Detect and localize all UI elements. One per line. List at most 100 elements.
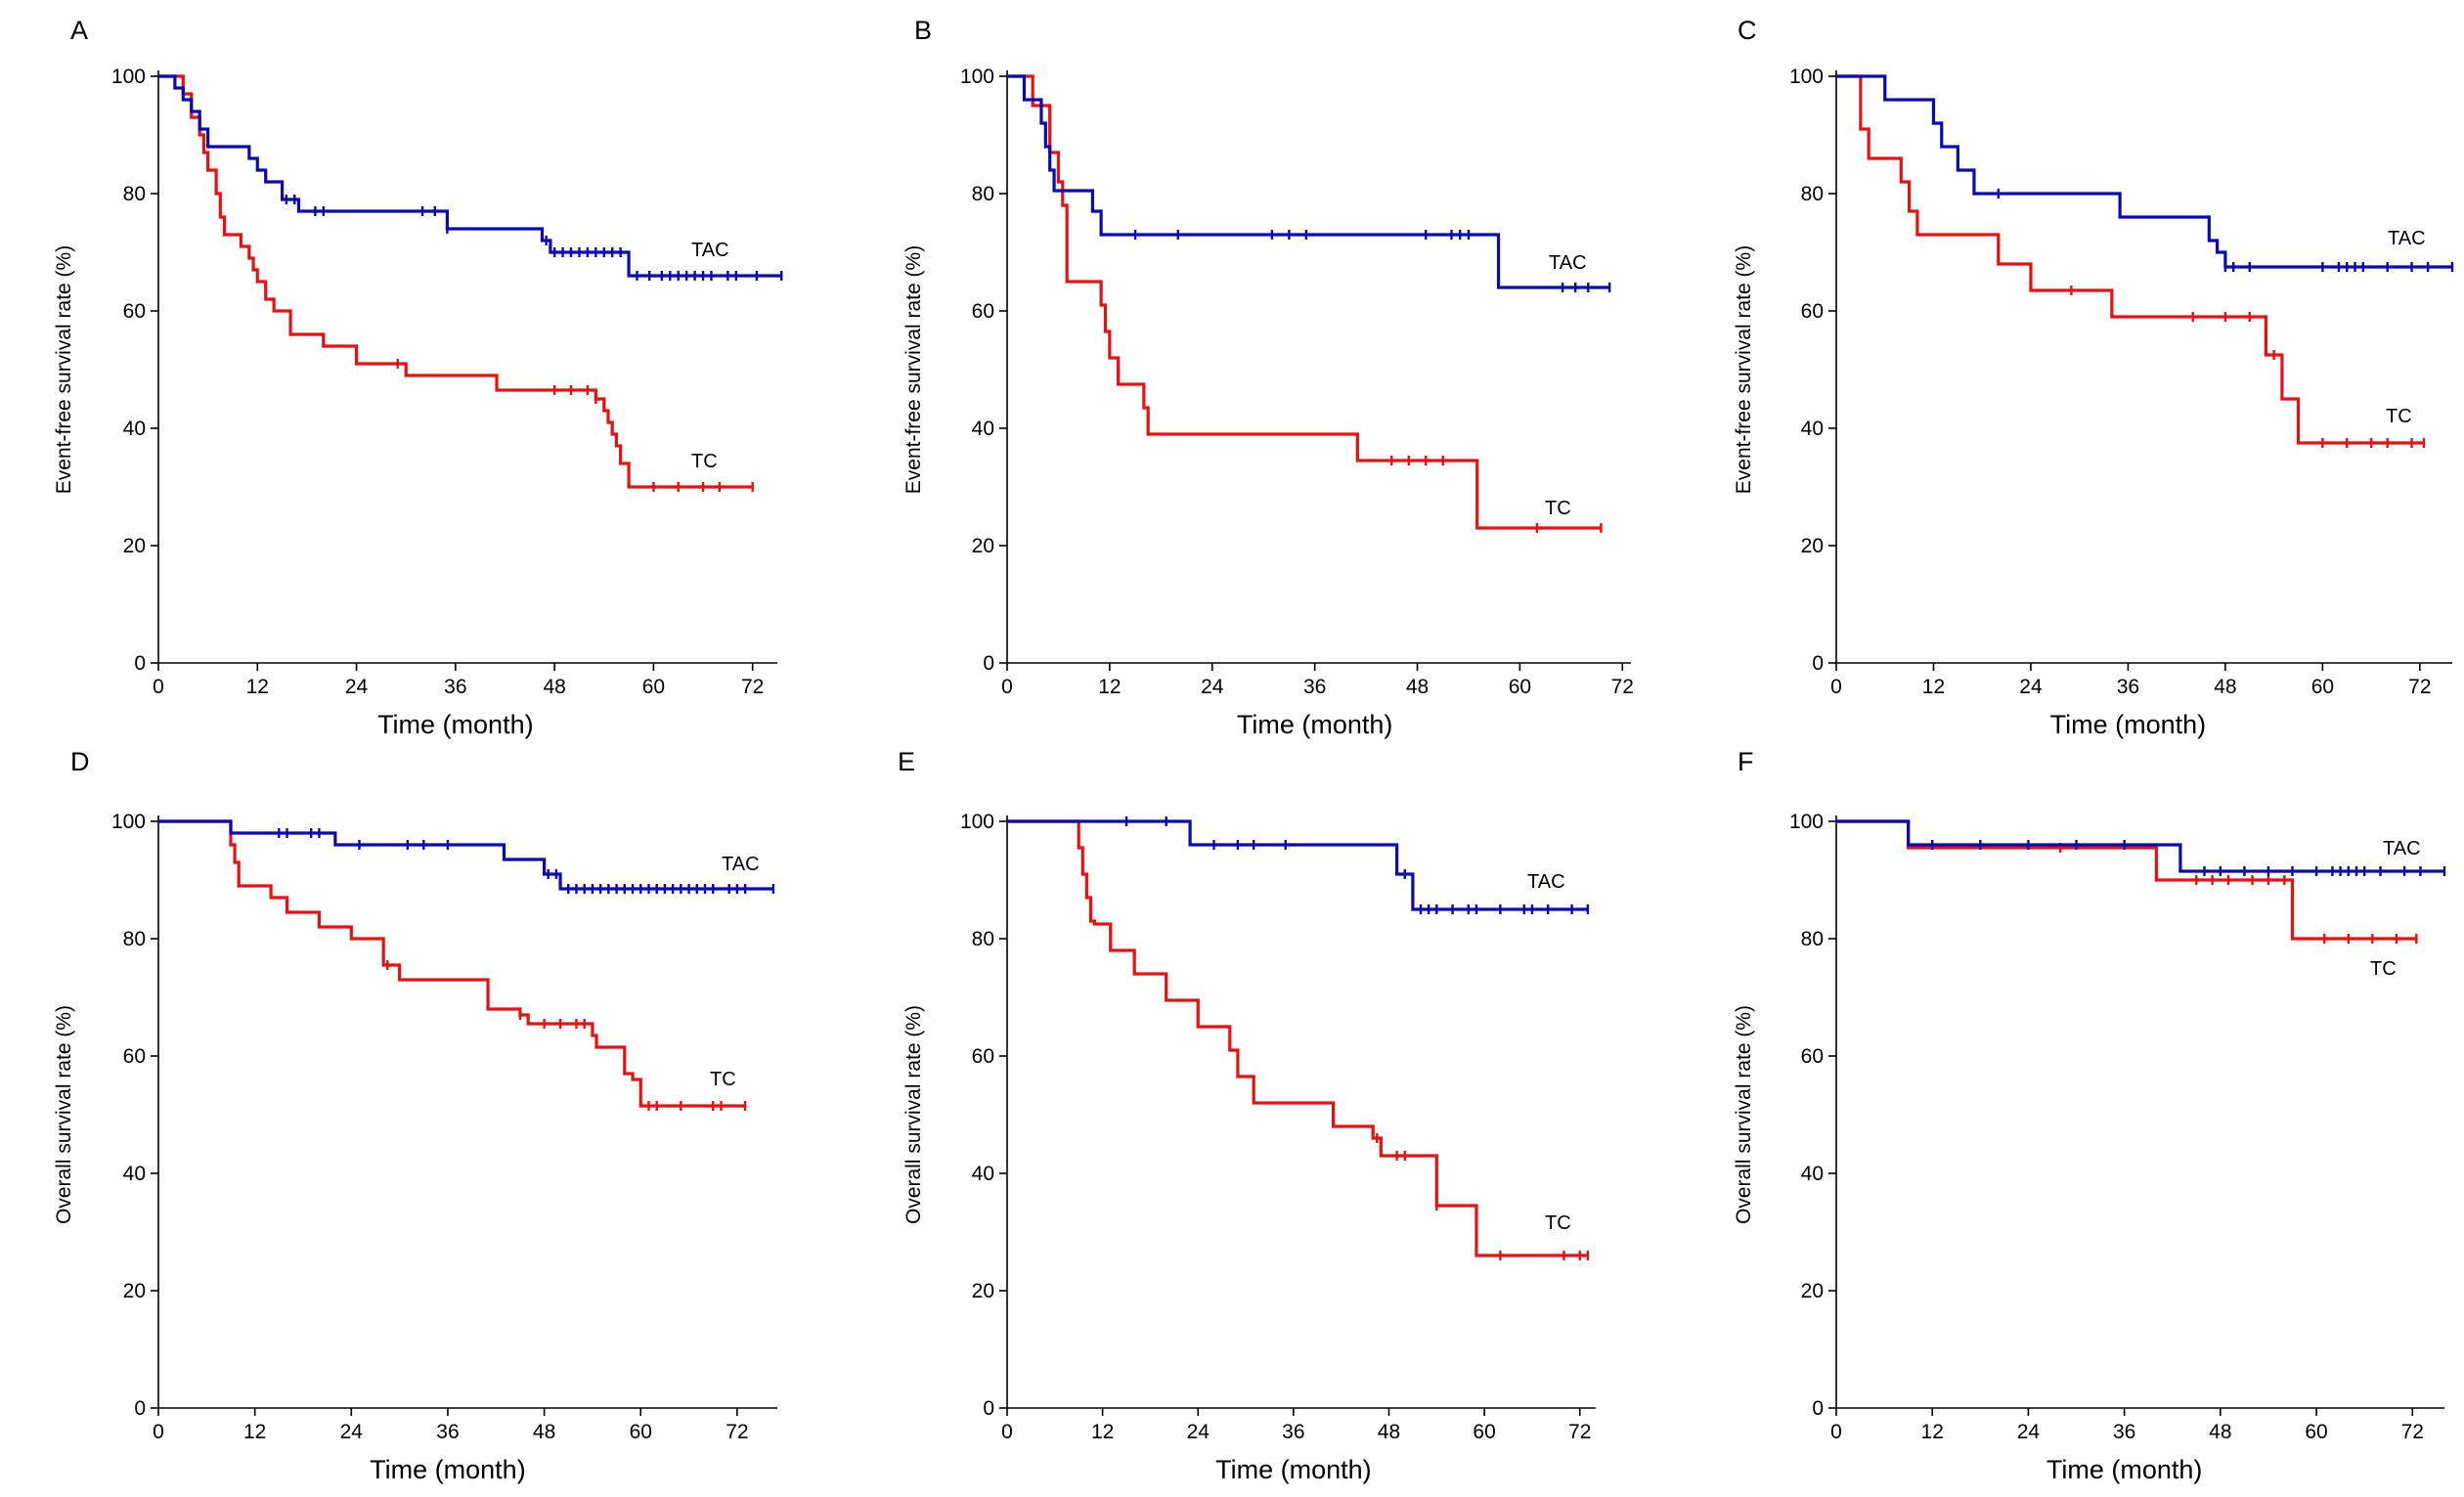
y-tick-label: 100 <box>960 66 994 88</box>
x-tick-label: 60 <box>630 1421 652 1443</box>
tac-curve <box>158 74 782 278</box>
x-tick-label: 72 <box>741 676 764 698</box>
y-tick-label: 0 <box>1812 1397 1824 1420</box>
x-tick-label: 0 <box>1830 1421 1842 1443</box>
x-axis-title: Time (month) <box>2050 710 2207 739</box>
panel-letter-a: A <box>70 16 88 45</box>
tc-curve <box>158 74 753 489</box>
y-tick-label: 100 <box>111 811 146 833</box>
tac-curve <box>1836 819 2444 873</box>
x-tick-label: 60 <box>642 676 665 698</box>
y-axis-title: Overall survival rate (%) <box>902 1005 925 1224</box>
y-tick-label: 40 <box>972 1163 994 1185</box>
panel-letter-f: F <box>1738 747 1754 776</box>
y-tick-label: 80 <box>1801 928 1824 950</box>
x-tick-label: 72 <box>2408 676 2431 698</box>
y-axis-title: Event-free survival rate (%) <box>902 245 925 494</box>
tac-series-label: TAC <box>1549 252 1587 274</box>
y-tick-label: 80 <box>1801 183 1824 205</box>
y-tick-label: 80 <box>123 183 146 205</box>
x-axis-title: Time (month) <box>377 710 534 739</box>
x-tick-label: 48 <box>2209 1421 2231 1443</box>
tc-curve <box>158 819 746 1108</box>
x-tick-label: 48 <box>1406 676 1429 698</box>
tac-series-label: TAC <box>2388 228 2426 249</box>
x-tick-label: 24 <box>340 1421 364 1443</box>
x-tick-label: 0 <box>1830 676 1842 698</box>
y-tick-label: 40 <box>123 1163 146 1185</box>
y-tick-label: 40 <box>1801 418 1824 440</box>
x-tick-label: 12 <box>1922 676 1945 698</box>
y-tick-label: 100 <box>1789 66 1824 88</box>
y-tick-label: 20 <box>123 535 146 557</box>
panel-e: E 0 20 40 60 80 100 0 12 24 36 48 60 72 Time (month) Ov… <box>898 747 1596 1484</box>
panel-d: D 0 20 40 60 80 100 0 12 24 36 48 60 72 Time (month) Ov… <box>53 747 777 1484</box>
x-tick-label: 24 <box>345 676 369 698</box>
y-tick-label: 0 <box>983 1397 994 1420</box>
tac-series-label: TAC <box>2383 838 2421 859</box>
x-axis-title: Time (month) <box>1237 710 1393 739</box>
y-tick-label: 0 <box>1812 652 1824 675</box>
x-tick-label: 48 <box>533 1421 555 1443</box>
x-tick-label: 72 <box>726 1421 748 1443</box>
x-tick-label: 0 <box>153 1421 164 1443</box>
panel-a: A 0 20 40 60 80 100 0 12 24 36 48 60 72 Time (month) Ev… <box>53 16 783 739</box>
y-tick-label: 0 <box>134 652 146 675</box>
tc-curve <box>1007 74 1602 530</box>
y-tick-label: 60 <box>1801 300 1824 323</box>
x-tick-label: 72 <box>2401 1421 2424 1443</box>
y-tick-label: 60 <box>972 300 994 323</box>
x-axis-title: Time (month) <box>1215 1455 1372 1484</box>
x-tick-label: 36 <box>1282 1421 1304 1443</box>
tc-curve <box>1836 74 2424 445</box>
x-tick-label: 36 <box>2113 1421 2135 1443</box>
x-tick-label: 48 <box>2214 676 2236 698</box>
tac-curve <box>1836 74 2452 269</box>
y-tick-label: 20 <box>123 1280 146 1302</box>
x-tick-label: 60 <box>1473 1421 1495 1443</box>
tc-series-label: TC <box>710 1069 736 1090</box>
x-tick-label: 0 <box>1001 1421 1013 1443</box>
x-tick-label: 36 <box>444 676 466 698</box>
y-axis-title: Event-free survival rate (%) <box>53 245 75 494</box>
y-tick-label: 0 <box>134 1397 146 1420</box>
tac-series-label: TAC <box>722 854 760 875</box>
x-tick-label: 12 <box>1921 1421 1944 1443</box>
tac-curve <box>158 819 773 891</box>
panel-letter-d: D <box>70 747 90 776</box>
x-tick-label: 72 <box>1568 1421 1591 1443</box>
x-axis-title: Time (month) <box>370 1455 526 1484</box>
y-tick-label: 20 <box>972 535 994 557</box>
tc-curve <box>1836 819 2417 941</box>
x-tick-label: 0 <box>153 676 164 698</box>
tac-curve <box>1007 819 1588 911</box>
tac-series-label: TAC <box>691 240 729 261</box>
y-tick-label: 40 <box>123 418 146 440</box>
tc-series-label: TC <box>2386 406 2412 427</box>
y-tick-label: 60 <box>1801 1045 1824 1068</box>
y-tick-label: 60 <box>123 1045 146 1068</box>
panel-c: C 0 20 40 60 80 100 0 12 24 36 48 60 72 Time (month) Ev… <box>1733 16 2454 739</box>
x-tick-label: 60 <box>1509 676 1531 698</box>
y-tick-label: 0 <box>983 652 994 675</box>
tc-series-label: TC <box>1545 1212 1571 1234</box>
y-tick-label: 20 <box>972 1280 994 1302</box>
x-tick-label: 0 <box>1001 676 1013 698</box>
x-tick-label: 72 <box>1611 676 1634 698</box>
x-tick-label: 36 <box>1303 676 1326 698</box>
x-tick-label: 48 <box>543 676 565 698</box>
x-tick-label: 12 <box>1091 1421 1114 1443</box>
panel-letter-c: C <box>1738 16 1757 45</box>
x-tick-label: 24 <box>1187 1421 1210 1443</box>
x-tick-label: 12 <box>1098 676 1121 698</box>
y-tick-label: 60 <box>972 1045 994 1068</box>
panel-letter-b: B <box>914 16 932 45</box>
x-tick-label: 24 <box>1201 676 1224 698</box>
y-tick-label: 100 <box>1789 811 1824 833</box>
x-tick-label: 60 <box>2311 676 2334 698</box>
tc-series-label: TC <box>2370 958 2397 980</box>
panel-letter-e: E <box>898 747 915 776</box>
y-tick-label: 80 <box>972 928 994 950</box>
y-tick-label: 40 <box>972 418 994 440</box>
